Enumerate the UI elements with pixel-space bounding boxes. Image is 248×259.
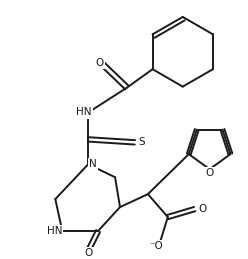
Text: HN: HN (47, 226, 62, 236)
Text: N: N (89, 159, 97, 169)
Text: O: O (199, 204, 207, 214)
Text: HN: HN (76, 107, 92, 118)
Text: S: S (139, 137, 145, 147)
Text: O: O (206, 168, 214, 178)
Text: O: O (95, 58, 103, 68)
Text: ⁻O: ⁻O (149, 241, 163, 251)
Text: O: O (84, 248, 92, 258)
